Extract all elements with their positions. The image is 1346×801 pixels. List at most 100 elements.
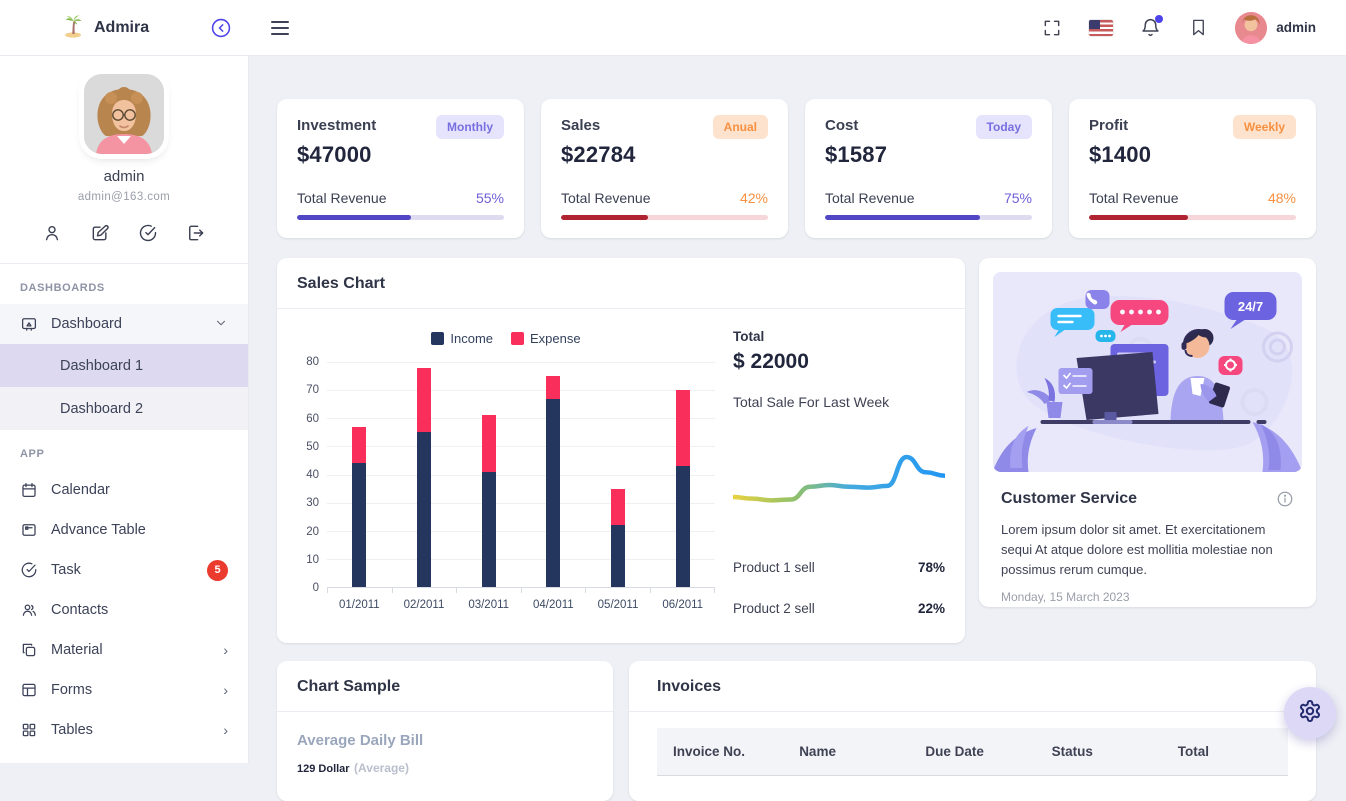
edit-icon[interactable]: [90, 223, 110, 243]
product-label: Product 2 sell: [733, 601, 815, 616]
period-badge[interactable]: Monthly: [436, 115, 504, 139]
x-tick-label: 01/2011: [327, 599, 392, 611]
sidebar-subitem-dashboard-1[interactable]: Dashboard 1: [0, 344, 248, 387]
x-tick: [522, 588, 587, 593]
chevron-right-icon: ›: [223, 682, 228, 698]
stat-label: Total Revenue: [561, 190, 651, 206]
bar-segment-income: [417, 432, 431, 587]
avatar: [1235, 12, 1267, 44]
contacts-icon: [20, 601, 38, 619]
bar-stack[interactable]: [417, 368, 431, 587]
sidebar-item-advance-table[interactable]: Advance Table: [0, 510, 248, 550]
bar-stack[interactable]: [676, 390, 690, 587]
check-circle-icon[interactable]: [138, 223, 158, 243]
header-actions: admin: [1041, 12, 1346, 44]
stat-title: Investment: [297, 115, 376, 134]
sparkline-chart: [733, 434, 945, 529]
profile-email: admin@163.com: [0, 191, 248, 203]
y-tick-label: 50: [306, 441, 319, 453]
fullscreen-icon[interactable]: [1041, 17, 1063, 39]
user-icon[interactable]: [42, 223, 62, 243]
sidebar-item-calendar[interactable]: Calendar: [0, 470, 248, 510]
brand-area: Admira: [0, 12, 249, 43]
metric-note: (Average): [354, 761, 409, 775]
x-tick-label: 02/2011: [392, 599, 457, 611]
stat-value: $1587: [825, 142, 1032, 168]
sidebar-item-label: Tables: [51, 722, 223, 738]
info-circle-icon[interactable]: [1276, 490, 1294, 508]
sidebar-item-dashboard[interactable]: Dashboard: [0, 304, 248, 344]
bar-segment-income: [676, 466, 690, 587]
bar-column-05-2011: [586, 362, 651, 587]
language-flag-icon[interactable]: [1089, 20, 1113, 36]
task-badge: 5: [207, 560, 228, 581]
bell-icon[interactable]: [1139, 17, 1161, 39]
menu-toggle-button[interactable]: [265, 15, 295, 41]
dashboard-icon: [20, 315, 38, 333]
chevron-right-icon: ›: [223, 642, 228, 658]
x-axis-ticks: [327, 588, 715, 593]
progress-bar: [825, 215, 1032, 220]
x-tick: [586, 588, 651, 593]
stat-title: Cost: [825, 115, 858, 134]
profile-actions: [0, 223, 248, 264]
bar-column-03-2011: [456, 362, 521, 587]
invoice-col-due-date: Due Date: [909, 744, 1035, 759]
sidebar-collapse-button[interactable]: [209, 16, 233, 40]
bar-stack[interactable]: [546, 376, 560, 587]
sales-chart-title: Sales Chart: [297, 275, 945, 293]
metric-title: Average Daily Bill: [297, 732, 593, 749]
notification-dot: [1155, 15, 1163, 23]
progress-bar: [1089, 215, 1296, 220]
bookmark-icon[interactable]: [1187, 17, 1209, 39]
legend-income[interactable]: Income: [431, 331, 493, 346]
sidebar-item-label: Dashboard: [51, 316, 214, 332]
invoices-title: Invoices: [657, 678, 1288, 696]
legend-expense[interactable]: Expense: [511, 331, 581, 346]
period-badge[interactable]: Today: [976, 115, 1032, 139]
sidebar-subitem-dashboard-2[interactable]: Dashboard 2: [0, 387, 248, 430]
y-tick-label: 10: [306, 554, 319, 566]
profile-name: admin: [0, 168, 248, 185]
y-tick-label: 80: [306, 356, 319, 368]
bar-stack[interactable]: [611, 489, 625, 587]
settings-fab[interactable]: [1284, 687, 1336, 739]
user-menu[interactable]: admin: [1235, 12, 1316, 44]
bar-stack[interactable]: [352, 427, 366, 587]
bar-segment-expense: [611, 489, 625, 526]
sidebar-item-material[interactable]: Material›: [0, 630, 248, 670]
bar-stack[interactable]: [482, 415, 496, 587]
product-label: Product 1 sell: [733, 560, 815, 575]
customer-service-text: Lorem ipsum dolor sit amet. Et exercitat…: [1001, 520, 1294, 580]
material-icon: [20, 641, 38, 659]
chevron-down-icon: [214, 316, 228, 333]
sidebar-item-tables[interactable]: Tables›: [0, 710, 248, 750]
period-badge[interactable]: Weekly: [1233, 115, 1296, 139]
profile-avatar: [84, 74, 164, 154]
y-tick-label: 70: [306, 384, 319, 396]
task-icon: [20, 561, 38, 579]
tables-icon: [20, 721, 38, 739]
chart-legend: Income Expense: [297, 331, 715, 346]
sidebar-item-label: Advance Table: [51, 522, 228, 538]
logout-icon[interactable]: [186, 223, 206, 243]
bar-segment-expense: [417, 368, 431, 433]
bar-column-06-2011: [650, 362, 715, 587]
sidebar-item-forms[interactable]: Forms›: [0, 670, 248, 710]
legend-label: Expense: [530, 331, 581, 346]
bar-segment-expense: [352, 427, 366, 464]
period-badge[interactable]: Anual: [713, 115, 768, 139]
sidebar-item-contacts[interactable]: Contacts: [0, 590, 248, 630]
sidebar-item-label: Material: [51, 642, 223, 658]
bar-column-04-2011: [521, 362, 586, 587]
legend-label: Income: [450, 331, 493, 346]
invoice-col-total: Total: [1162, 744, 1288, 759]
